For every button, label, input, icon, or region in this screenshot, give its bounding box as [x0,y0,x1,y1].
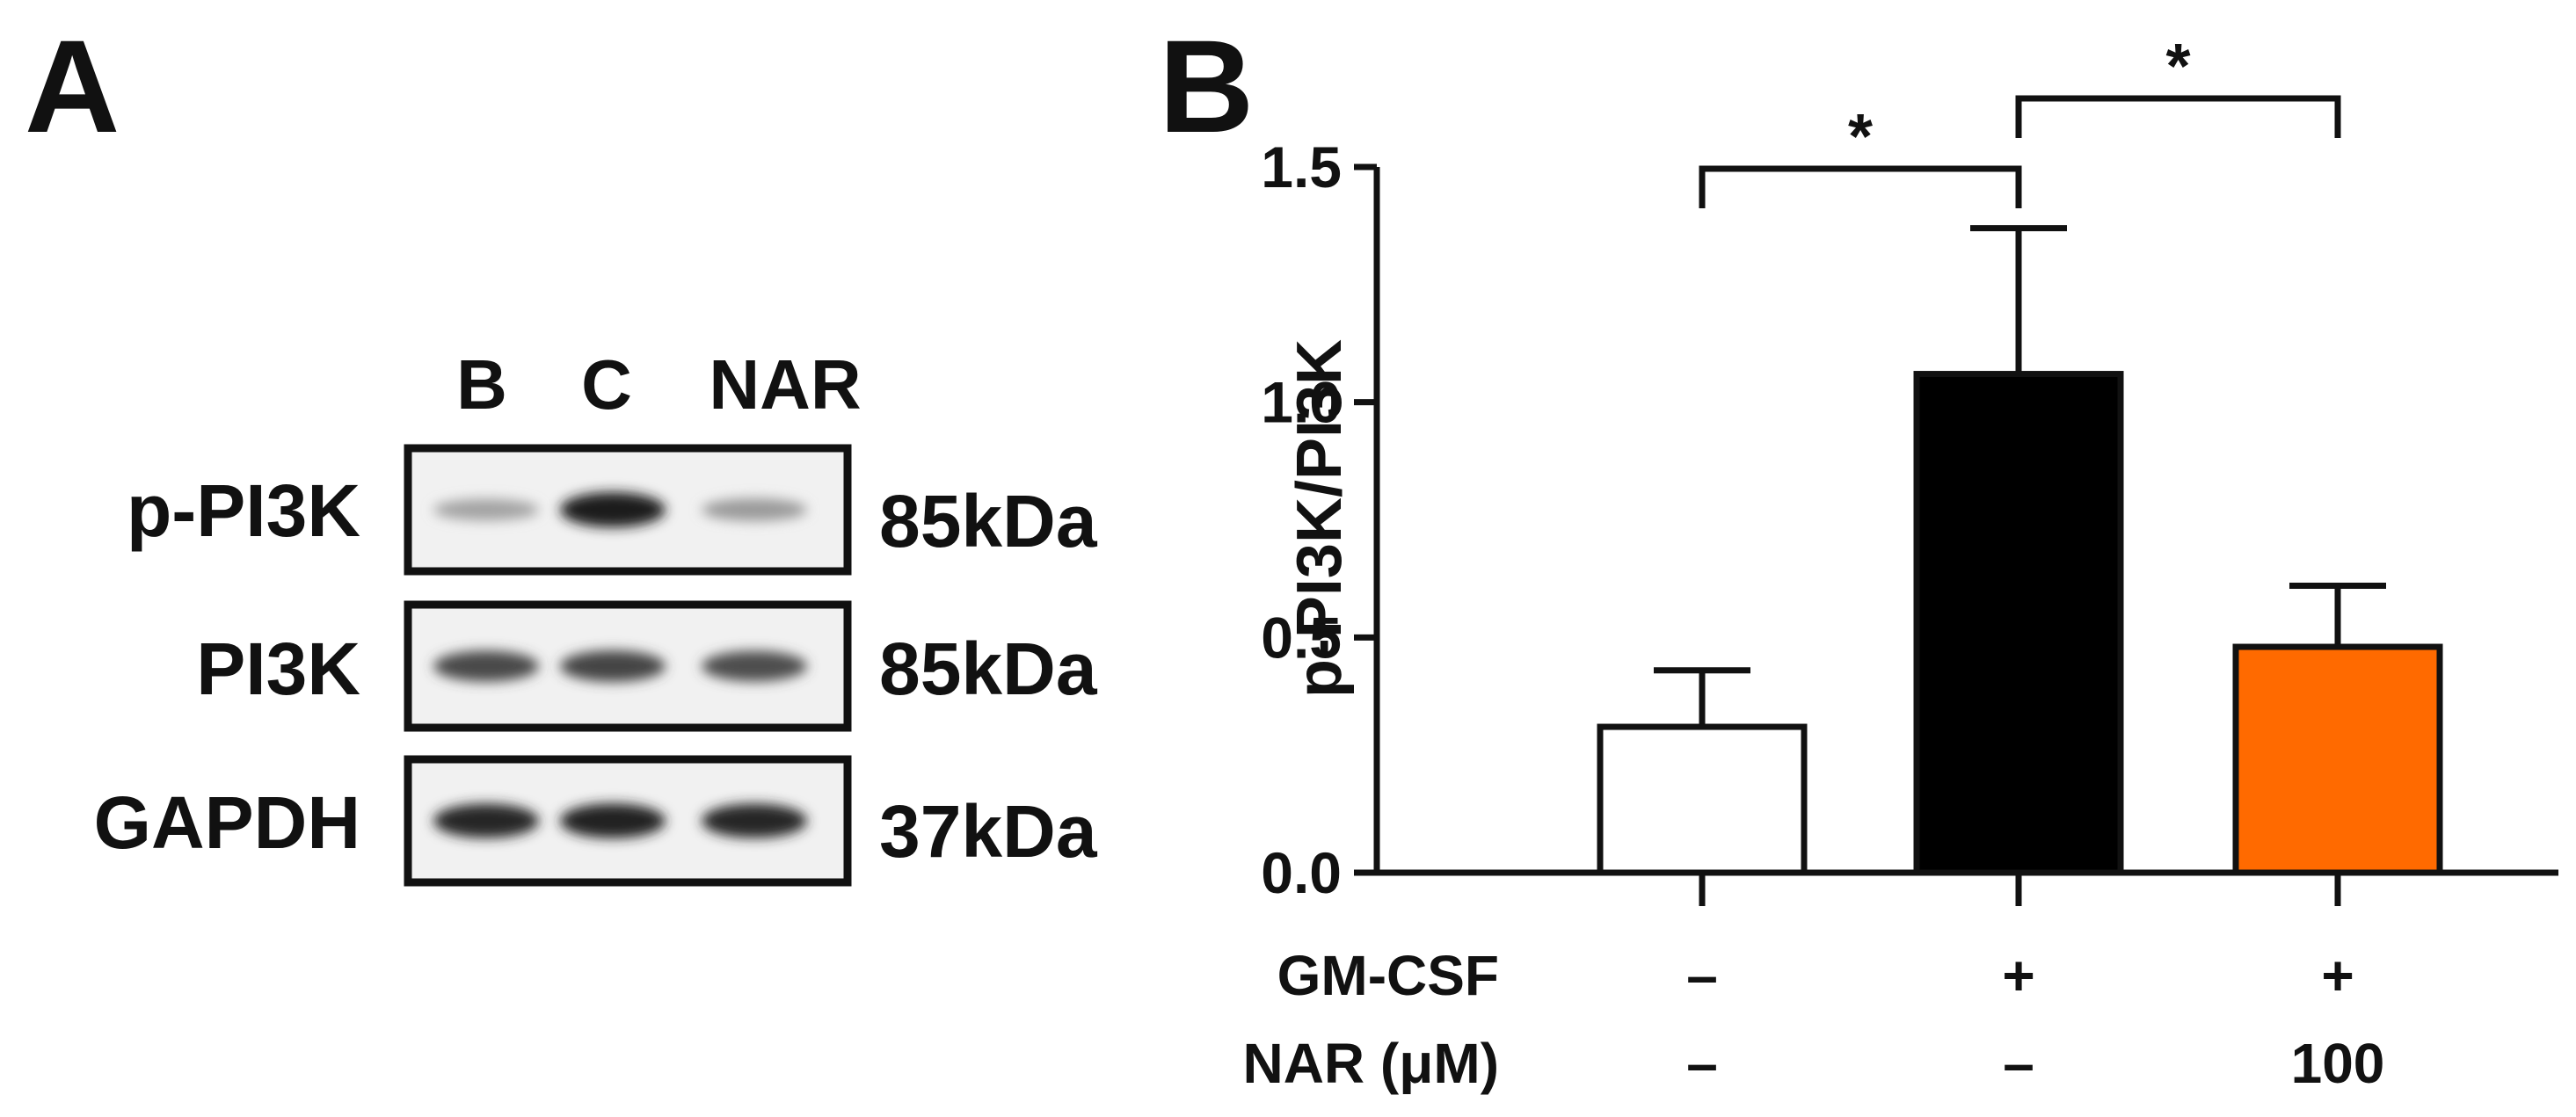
condition-value: – [1686,1032,1718,1095]
y-axis-label: p-PI3K/PI3K [1284,339,1355,698]
bar [2232,643,2443,876]
y-tick-label: 0.0 [1261,840,1342,905]
lane-label-nar: NAR [709,345,861,424]
condition-value: + [2002,944,2034,1007]
protein-label-gapdh: GAPDH [94,781,360,864]
blot-band [702,498,807,521]
blot-band [560,491,666,528]
condition-value: – [2003,1032,2034,1095]
mw-label-p-pi3k: 85kDa [879,480,1098,562]
y-tick-label: 1.0 [1261,370,1342,435]
panel-b-label: B [1159,12,1254,160]
y-tick-label: 0.5 [1261,605,1342,670]
blot-strip [404,444,852,576]
significance-bracket [1699,165,2022,208]
protein-label-pi3k: PI3K [196,627,360,710]
blot-band [560,650,666,682]
bar [1597,723,1808,876]
condition-row-label-gm-csf: GM-CSF [1277,944,1499,1007]
condition-value: 100 [2291,1032,2385,1095]
condition-value: – [1686,944,1718,1007]
blot-strip [404,755,852,887]
blot-strips [404,444,852,887]
significance-bracket [2015,95,2341,138]
blot-band [433,650,539,682]
chart-plot-area: 0.0 0.5 1.0 1.5 * * – + + – – 100 [1261,32,2558,1095]
significance-label: * [1848,102,1873,172]
lane-label-c: C [581,345,632,424]
condition-row-label-nar: NAR (μM) [1242,1032,1499,1095]
blot-band [702,803,807,838]
panel-a-label: A [25,12,120,160]
blot-band [702,650,807,682]
blot-band [433,803,539,838]
bar [1913,371,2124,876]
blot-strip [404,600,852,732]
bar-chart: p-PI3K/PI3K 0.0 0.5 1.0 1.5 * * – + + – – 100 GM-CS… [1242,32,2558,1095]
mw-label-gapdh: 37kDa [879,790,1098,873]
lane-label-b: B [456,345,507,424]
y-tick-label: 1.5 [1261,134,1342,199]
blot-band [560,803,666,838]
mw-label-pi3k: 85kDa [879,627,1098,710]
protein-label-p-pi3k: p-PI3K [127,469,360,552]
blot-band [433,498,539,521]
blot-panel: B C NAR p-PI3K PI3K GAPDH 85kDa 85kDa 37… [94,345,1098,887]
condition-value: + [2321,944,2354,1007]
significance-label: * [2165,32,2190,102]
